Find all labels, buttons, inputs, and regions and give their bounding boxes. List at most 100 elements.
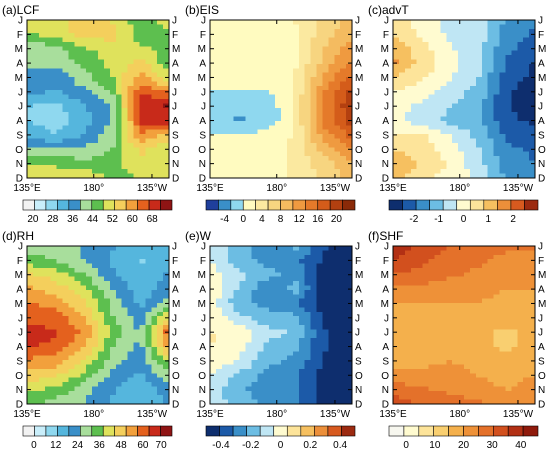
- heatmap-cell: [133, 160, 141, 166]
- heatmap-cell: [464, 77, 471, 83]
- heatmap-cell: [127, 382, 135, 388]
- heatmap-cell: [133, 281, 141, 287]
- heatmap-cell: [422, 294, 430, 300]
- heatmap-cell: [529, 20, 536, 25]
- heatmap-cell: [316, 399, 324, 405]
- chart-title-rh: (d)RH: [2, 229, 34, 243]
- heatmap-cell: [215, 285, 223, 291]
- heatmap-cell: [257, 289, 264, 295]
- heatmap-cell: [428, 164, 436, 170]
- heatmap-cell: [56, 285, 64, 291]
- heatmap-cell: [263, 37, 270, 43]
- heatmap-cell: [281, 50, 288, 56]
- heatmap-cell: [263, 360, 270, 366]
- heatmap-cell: [239, 50, 247, 56]
- heatmap-cell: [38, 160, 46, 166]
- heatmap-cell: [263, 368, 270, 374]
- heatmap-cell: [281, 320, 288, 326]
- heatmap-cell: [487, 151, 495, 157]
- heatmap-cell: [68, 129, 75, 135]
- heatmap-cell: [458, 164, 465, 170]
- heatmap-cell: [469, 28, 477, 34]
- heatmap-cell: [286, 368, 294, 374]
- heatmap-cell: [56, 289, 64, 295]
- heatmap-cell: [464, 50, 471, 56]
- heatmap-cell: [38, 272, 46, 278]
- heatmap-cell: [221, 267, 229, 273]
- heatmap-cell: [340, 254, 347, 260]
- heatmap-cell: [263, 94, 270, 100]
- heatmap-cell: [68, 267, 75, 273]
- heatmap-cell: [145, 125, 152, 131]
- heatmap-cell: [121, 307, 129, 313]
- heatmap-cell: [145, 333, 152, 339]
- heatmap-cell: [68, 33, 75, 39]
- heatmap-cell: [139, 395, 146, 401]
- heatmap-cell: [221, 254, 229, 260]
- heatmap-cell: [469, 276, 477, 282]
- heatmap-cell: [215, 112, 223, 118]
- y-tick-label-left: J: [201, 16, 206, 27]
- heatmap-cell: [292, 41, 300, 47]
- heatmap-cell: [133, 338, 141, 344]
- heatmap-cell: [50, 294, 58, 300]
- heatmap-cell: [263, 351, 270, 357]
- heatmap-cell: [434, 160, 441, 166]
- heatmap-cell: [499, 107, 507, 113]
- heatmap-cell: [127, 107, 135, 113]
- heatmap-cell: [269, 46, 276, 52]
- heatmap-cell: [215, 77, 223, 83]
- heatmap-cell: [499, 24, 507, 30]
- heatmap-cell: [245, 298, 253, 304]
- heatmap-cell: [38, 254, 46, 260]
- heatmap-cell: [56, 63, 64, 69]
- heatmap-cell: [310, 33, 318, 39]
- heatmap-cell: [346, 254, 353, 260]
- heatmap-cell: [62, 28, 70, 34]
- heatmap-cell: [475, 68, 483, 74]
- heatmap-cell: [393, 125, 400, 131]
- y-tick-label-left: O: [198, 371, 206, 382]
- heatmap-cell: [434, 90, 441, 96]
- heatmap-cell: [304, 94, 312, 100]
- heatmap-cell: [62, 156, 70, 162]
- heatmap-cell: [458, 250, 465, 256]
- heatmap-cell: [346, 72, 353, 78]
- y-tick-label-left: J: [384, 102, 389, 113]
- heatmap-cell: [127, 316, 135, 322]
- heatmap-cell: [50, 112, 58, 118]
- heatmap-cell: [286, 294, 294, 300]
- y-tick-label-left: N: [199, 385, 206, 396]
- heatmap-cell: [233, 20, 241, 25]
- heatmap-cell: [44, 24, 52, 30]
- heatmap-cell: [393, 72, 400, 78]
- heatmap-cell: [275, 342, 282, 348]
- heatmap-cell: [74, 333, 81, 339]
- heatmap-cell: [346, 142, 353, 148]
- heatmap-cell: [68, 351, 75, 357]
- heatmap-cell: [163, 360, 170, 366]
- heatmap-cell: [157, 138, 164, 144]
- colorbar-tick-label: 48: [116, 440, 128, 451]
- heatmap-cell: [275, 276, 282, 282]
- heatmap-cell: [328, 63, 335, 69]
- heatmap-cell: [151, 142, 158, 148]
- heatmap-cell: [239, 99, 247, 104]
- heatmap-cell: [334, 285, 341, 291]
- heatmap-cell: [458, 68, 465, 74]
- heatmap-cell: [257, 254, 264, 260]
- heatmap-cell: [505, 94, 512, 100]
- heatmap-cell: [281, 298, 288, 304]
- heatmap-cell: [109, 37, 117, 43]
- heatmap-cell: [523, 33, 530, 39]
- heatmap-cell: [103, 151, 111, 157]
- heatmap-cell: [103, 85, 111, 91]
- heatmap-cell: [511, 138, 518, 144]
- heatmap-cell: [469, 112, 477, 118]
- heatmap-cell: [428, 94, 436, 100]
- heatmap-cell: [163, 112, 170, 118]
- heatmap-cell: [245, 368, 253, 374]
- heatmap-cell: [440, 81, 447, 87]
- heatmap-cell: [62, 59, 70, 65]
- heatmap-cell: [346, 129, 353, 135]
